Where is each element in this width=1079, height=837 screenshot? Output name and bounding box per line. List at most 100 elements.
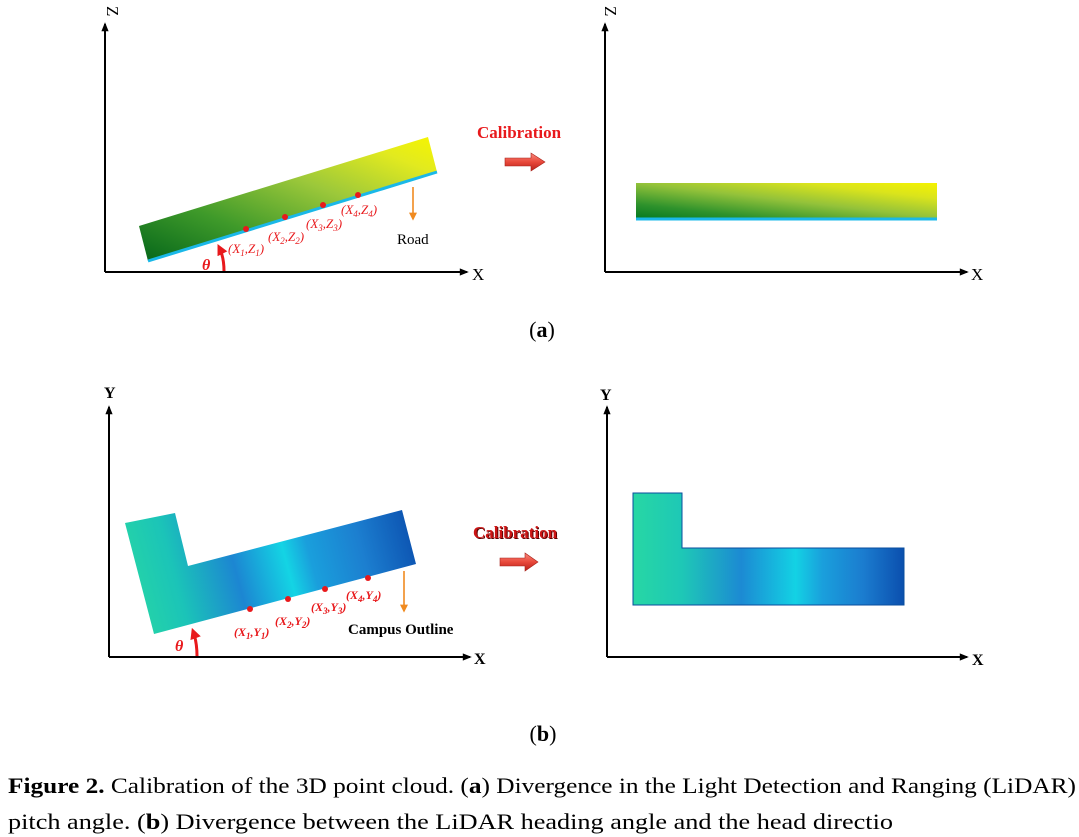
label-text: (X <box>306 216 319 231</box>
panel-a-label: (a) <box>529 317 555 342</box>
label-text: (X <box>346 588 359 602</box>
point-labels-b: (X1,Y1)(X2,Y2)(X3,Y3)(X4,Y4) <box>234 588 381 641</box>
label-text: ,Y <box>291 614 304 628</box>
sample-point <box>320 202 326 208</box>
label-text: ) <box>264 625 269 639</box>
label-text: ) <box>305 614 310 628</box>
label-text: ,Z <box>358 202 369 217</box>
panel-b-before: Y X (X1,Y1)(X2,Y2)(X3,Y3)(X4,Y4) θ Campu… <box>104 385 486 668</box>
label-text: (X <box>275 614 288 628</box>
label-subscript: 3 <box>317 223 323 233</box>
label-text: (X <box>311 600 324 614</box>
label-subscript: 1 <box>246 631 251 641</box>
point-coordinate-label: (X2,Z2) <box>268 229 304 246</box>
panel-a-before: Z X (X1,Z1)(X2,Z2)(X3,Z3)(X4,Z4) θ Road <box>101 6 484 284</box>
panel-label-letter: b <box>537 721 549 746</box>
point-coordinate-label: (X3,Y3) <box>311 600 346 616</box>
calibration-arrow-icon <box>504 152 546 172</box>
sample-point <box>355 192 361 198</box>
caption-text: ) Divergence between the LiDAR heading a… <box>160 809 893 834</box>
calibrated-road-point-cloud <box>636 183 937 218</box>
pitch-angle-arrow <box>217 244 228 272</box>
x-axis-label: X <box>972 652 984 669</box>
y-axis-label: Y <box>104 385 116 402</box>
panel-b-after: Y X <box>600 387 984 669</box>
label-subscript: 3 <box>332 223 338 233</box>
label-subscript: 1 <box>255 248 260 258</box>
label-text: ,Y <box>327 600 340 614</box>
label-subscript: 1 <box>240 248 245 258</box>
sample-point <box>365 575 371 581</box>
label-text: ,Z <box>245 241 256 256</box>
point-coordinate-label: (X4,Z4) <box>341 202 377 219</box>
label-text: ) <box>341 600 346 614</box>
sample-point <box>285 596 291 602</box>
label-text: (X <box>341 202 354 217</box>
label-subscript: 2 <box>301 620 307 630</box>
label-text: (X <box>234 625 247 639</box>
label-text: ) <box>376 588 381 602</box>
calibrated-campus-outline <box>632 492 905 606</box>
label-subscript: 2 <box>280 236 285 246</box>
point-coordinate-label: (X4,Y4) <box>346 588 381 604</box>
label-subscript: 4 <box>357 594 363 604</box>
tilted-campus-outline <box>125 510 416 634</box>
calibration-label: Calibration <box>473 523 558 542</box>
point-coordinate-label: (X1,Y1) <box>234 625 269 641</box>
label-subscript: 2 <box>286 620 292 630</box>
calibration-label: Calibration <box>477 123 562 142</box>
panel-b-label: (b) <box>530 721 557 746</box>
caption-line-2: pitch angle. (b) Divergence between the … <box>8 809 893 834</box>
label-text: ) <box>299 229 304 244</box>
x-axis-label: X <box>472 265 484 284</box>
sample-point <box>282 214 288 220</box>
tilted-road-point-cloud <box>139 137 437 261</box>
road-edge-line <box>147 170 438 263</box>
caption-line-1: Figure 2. Calibration of the 3D point cl… <box>8 773 1076 798</box>
caption-text: ) Divergence in the Light Detection and … <box>482 773 1076 798</box>
label-subscript: 4 <box>353 209 358 219</box>
panel-label-paren: ( <box>530 721 537 746</box>
label-subscript: 2 <box>295 236 300 246</box>
calibration-step-a: Calibration <box>477 123 562 172</box>
label-subscript: 3 <box>337 606 343 616</box>
label-subscript: 4 <box>372 594 378 604</box>
sample-point <box>247 606 253 612</box>
road-label: Road <box>397 232 429 248</box>
label-text: ,Z <box>285 229 296 244</box>
label-text: ,Y <box>250 625 263 639</box>
point-labels-a: (X1,Z1)(X2,Z2)(X3,Z3)(X4,Z4) <box>228 202 377 258</box>
x-axis-label: X <box>474 651 486 668</box>
sample-point <box>322 586 328 592</box>
panel-label-paren: ) <box>549 721 556 746</box>
calibration-step-b: Calibration <box>473 523 558 572</box>
label-subscript: 3 <box>322 606 328 616</box>
point-coordinate-label: (X3,Z3) <box>306 216 342 233</box>
label-text: (X <box>228 241 241 256</box>
heading-angle-arrow <box>190 627 201 657</box>
label-text: ) <box>337 216 342 231</box>
label-subscript: 1 <box>261 631 266 641</box>
x-axis-label: X <box>971 265 983 284</box>
z-axis-label: Z <box>103 6 122 16</box>
label-subscript: 4 <box>368 209 373 219</box>
caption-panel-ref: a <box>469 773 482 798</box>
label-text: ) <box>259 241 264 256</box>
label-text: ,Y <box>362 588 375 602</box>
campus-outline-label: Campus Outline <box>348 622 454 638</box>
theta-symbol: θ <box>202 257 211 274</box>
sample-point <box>243 226 249 232</box>
calibration-arrow-icon <box>499 552 539 572</box>
panel-a-after: Z X <box>601 6 983 284</box>
figure-number: Figure 2. <box>8 773 105 798</box>
label-text: ) <box>372 202 377 217</box>
panel-label-letter: a <box>537 317 548 342</box>
caption-text: pitch angle. ( <box>8 809 146 834</box>
panel-label-paren: ( <box>529 317 536 342</box>
point-coordinate-label: (X2,Y2) <box>275 614 310 630</box>
caption-panel-ref: b <box>146 809 161 834</box>
panel-label-paren: ) <box>548 317 555 342</box>
z-axis-label: Z <box>601 6 620 16</box>
point-coordinate-label: (X1,Z1) <box>228 241 264 258</box>
